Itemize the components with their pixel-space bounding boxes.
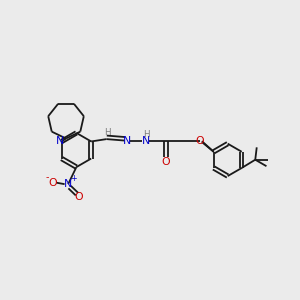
Text: N: N bbox=[142, 136, 150, 146]
Text: N: N bbox=[64, 179, 72, 189]
Text: -: - bbox=[46, 173, 49, 182]
Text: O: O bbox=[195, 136, 204, 146]
Text: O: O bbox=[162, 157, 170, 167]
Text: O: O bbox=[74, 191, 83, 202]
Text: N: N bbox=[56, 136, 64, 146]
Text: N: N bbox=[123, 136, 131, 146]
Text: H: H bbox=[104, 128, 110, 137]
Text: +: + bbox=[70, 174, 77, 183]
Text: H: H bbox=[143, 130, 150, 139]
Text: O: O bbox=[49, 178, 57, 188]
